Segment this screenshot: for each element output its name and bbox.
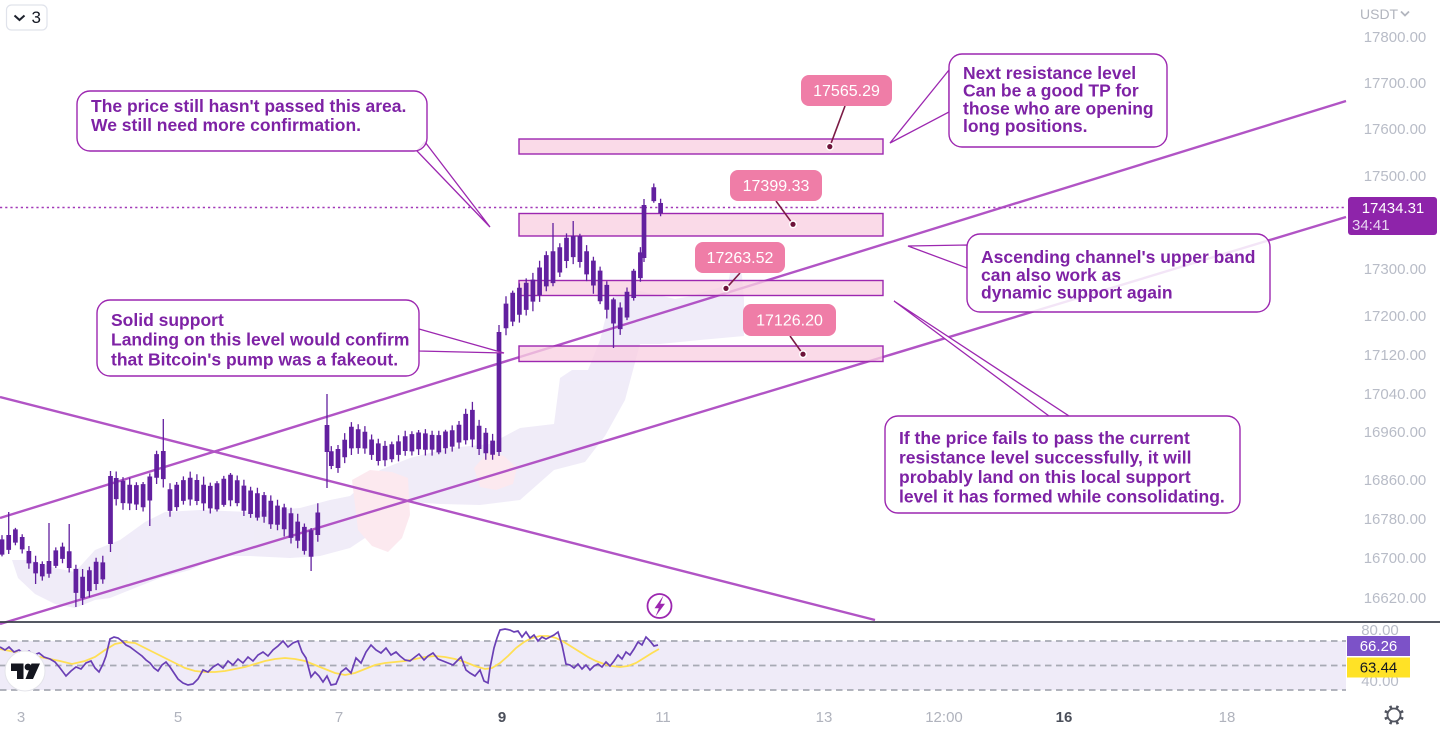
svg-text:17120.00: 17120.00 [1364, 347, 1427, 364]
svg-text:17700.00: 17700.00 [1364, 75, 1427, 92]
svg-text:9: 9 [498, 709, 506, 726]
svg-text:17434.31: 17434.31 [1362, 200, 1425, 217]
svg-text:probably land on this local su: probably land on this local support [899, 467, 1191, 487]
svg-text:We still need more confirmatio: We still need more confirmation. [91, 115, 361, 135]
svg-text:63.44: 63.44 [1360, 660, 1398, 677]
svg-text:17263.52: 17263.52 [707, 250, 774, 267]
svg-text:that Bitcoin's pump was a fake: that Bitcoin's pump was a fakeout. [111, 349, 398, 369]
svg-text:17040.00: 17040.00 [1364, 386, 1427, 403]
svg-text:The price still hasn't passed: The price still hasn't passed this area. [91, 96, 406, 116]
svg-text:16: 16 [1056, 709, 1073, 726]
svg-text:16620.00: 16620.00 [1364, 590, 1427, 607]
svg-text:USDT: USDT [1360, 6, 1399, 22]
svg-text:5: 5 [174, 709, 182, 726]
svg-text:17800.00: 17800.00 [1364, 29, 1427, 46]
svg-text:80.00: 80.00 [1361, 622, 1399, 639]
svg-text:level it has formed while cons: level it has formed while consolidating. [899, 487, 1225, 507]
svg-text:resistance level successfully,: resistance level successfully, it will [899, 448, 1191, 468]
svg-text:3: 3 [32, 8, 41, 27]
svg-text:34:41: 34:41 [1352, 217, 1390, 234]
svg-text:16860.00: 16860.00 [1364, 472, 1427, 489]
svg-text:those who are opening: those who are opening [963, 98, 1154, 118]
svg-text:7: 7 [335, 709, 343, 726]
svg-text:can also work as: can also work as [981, 265, 1121, 285]
svg-text:17200.00: 17200.00 [1364, 308, 1427, 325]
svg-text:16780.00: 16780.00 [1364, 511, 1427, 528]
svg-text:If the price fails to pass the: If the price fails to pass the current [899, 428, 1190, 448]
svg-text:16700.00: 16700.00 [1364, 550, 1427, 567]
svg-text:13: 13 [816, 709, 833, 726]
svg-text:Next resistance level: Next resistance level [963, 63, 1136, 83]
svg-text:11: 11 [655, 709, 671, 726]
svg-text:18: 18 [1219, 709, 1236, 726]
svg-text:dynamic support again: dynamic support again [981, 283, 1173, 303]
svg-text:3: 3 [17, 709, 25, 726]
svg-text:17565.29: 17565.29 [813, 83, 880, 100]
svg-text:16960.00: 16960.00 [1364, 424, 1427, 441]
svg-text:17300.00: 17300.00 [1364, 261, 1427, 278]
svg-text:17399.33: 17399.33 [743, 178, 810, 195]
svg-text:12:00: 12:00 [925, 709, 963, 726]
svg-text:66.26: 66.26 [1360, 638, 1398, 655]
svg-text:Ascending channel's upper band: Ascending channel's upper band [981, 247, 1255, 267]
svg-text:17600.00: 17600.00 [1364, 121, 1427, 138]
svg-text:17500.00: 17500.00 [1364, 168, 1427, 185]
svg-text:long positions.: long positions. [963, 116, 1087, 136]
svg-text:17126.20: 17126.20 [756, 313, 823, 330]
svg-text:Landing on this level would co: Landing on this level would confirm [111, 330, 409, 350]
svg-text:Can be a good TP for: Can be a good TP for [963, 81, 1139, 101]
svg-text:Solid support: Solid support [111, 310, 224, 330]
